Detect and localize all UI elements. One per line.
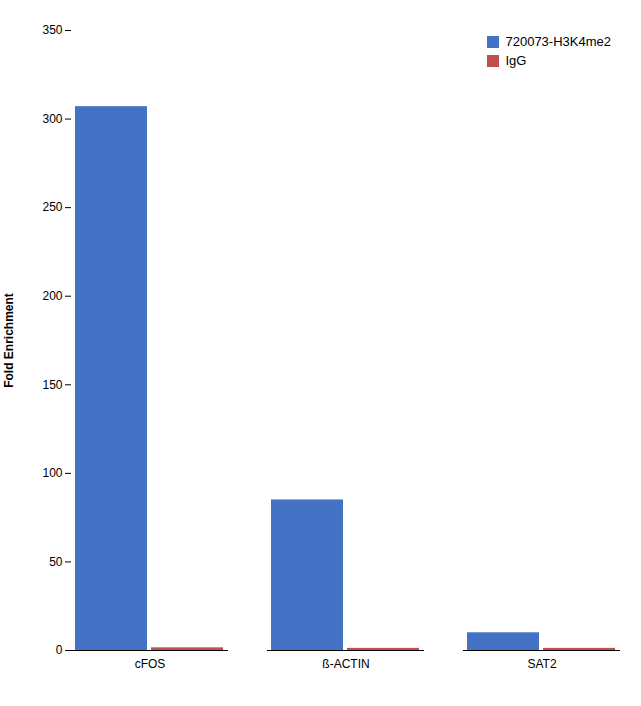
svg-text:cFOS: cFOS: [135, 657, 166, 671]
svg-text:0: 0: [56, 643, 63, 657]
svg-text:300: 300: [42, 112, 62, 126]
svg-text:ß-ACTIN: ß-ACTIN: [322, 657, 369, 671]
svg-text:350: 350: [42, 23, 62, 37]
svg-text:200: 200: [42, 289, 62, 303]
svg-text:150: 150: [42, 378, 62, 392]
svg-text:100: 100: [42, 466, 62, 480]
svg-text:Fold Enrichment: Fold Enrichment: [2, 293, 16, 388]
svg-text:SAT2: SAT2: [527, 657, 556, 671]
svg-text:250: 250: [42, 200, 62, 214]
html-text:720073-H3K4me2: 720073-H3K4me2: [505, 34, 611, 49]
svg-text:50: 50: [49, 555, 63, 569]
html-text:IgG: IgG: [505, 53, 527, 68]
